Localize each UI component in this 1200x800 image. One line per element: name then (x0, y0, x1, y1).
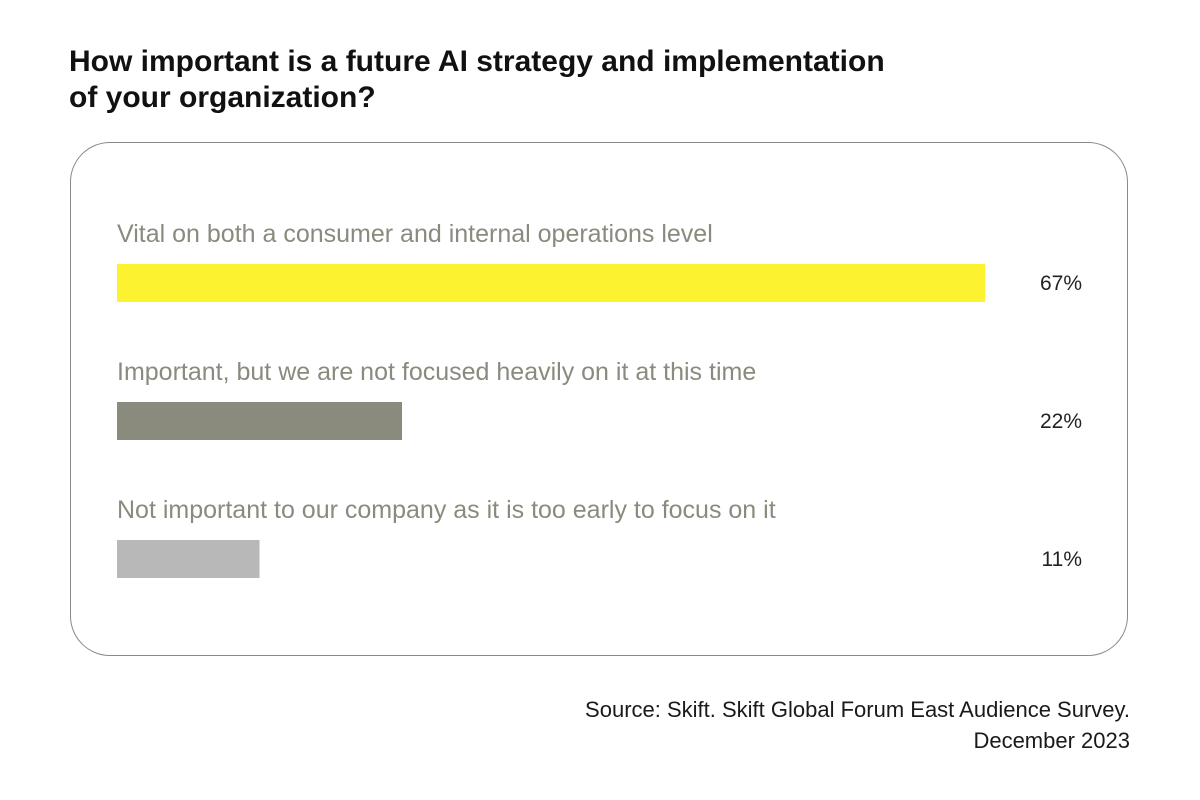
chart-title-line-2: of your organization? (69, 81, 376, 114)
category-label: Not important to our company as it is to… (117, 496, 776, 524)
bar (117, 402, 403, 440)
category-label: Important, but we are not focused heavil… (117, 358, 756, 386)
bar (117, 540, 260, 578)
chart-card (70, 142, 1128, 656)
source-line-2: December 2023 (973, 728, 1130, 753)
value-label: 11% (1042, 548, 1082, 571)
value-label: 67% (1040, 272, 1082, 295)
category-label: Vital on both a consumer and internal op… (117, 220, 713, 248)
chart-title: How important is a future AI strategy an… (69, 44, 969, 116)
value-label: 22% (1040, 410, 1082, 433)
source-line-1: Source: Skift. Skift Global Forum East A… (585, 697, 1130, 722)
bar (117, 264, 985, 302)
chart-title-line-1: How important is a future AI strategy an… (69, 45, 885, 78)
source-note: Source: Skift. Skift Global Forum East A… (585, 694, 1130, 756)
